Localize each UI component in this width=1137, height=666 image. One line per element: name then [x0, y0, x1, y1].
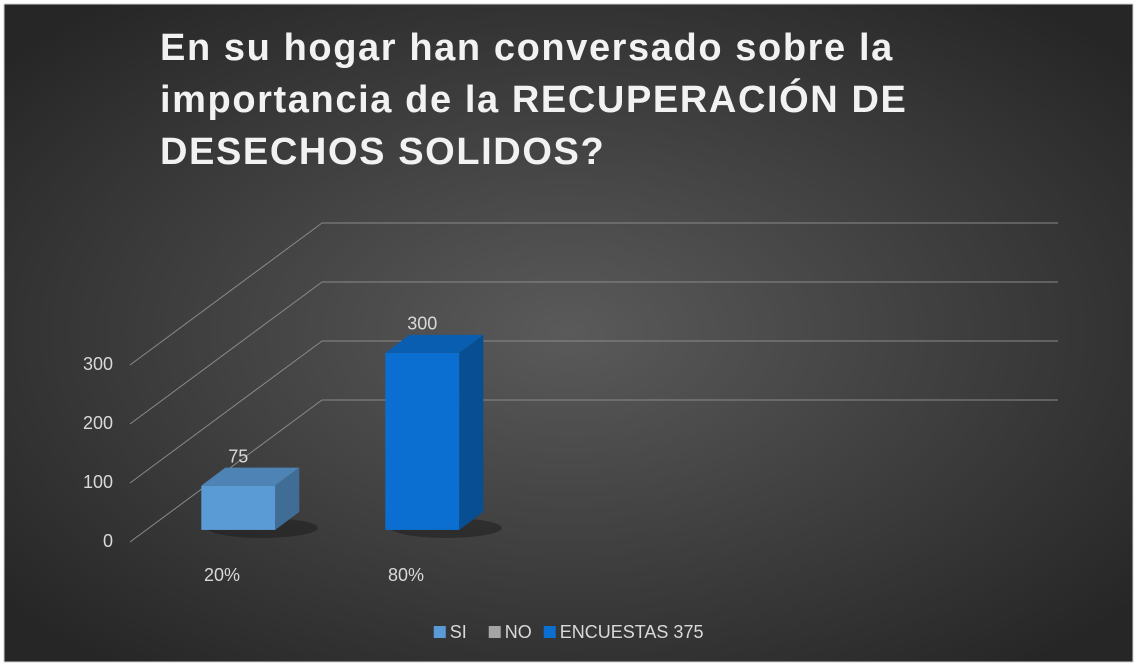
- data-label: 300: [407, 314, 437, 334]
- bar-top: [385, 334, 484, 353]
- legend-swatch: [488, 626, 501, 638]
- legend-label: ENCUESTAS 375: [560, 622, 704, 642]
- chart-title: En su hogar han conversado sobre la impo…: [160, 27, 908, 173]
- grid-line: [129, 340, 323, 484]
- y-tick-label: 200: [83, 413, 113, 433]
- data-label: 75: [228, 446, 248, 466]
- legend-swatch: [433, 626, 446, 638]
- grid-line: [129, 222, 323, 366]
- y-tick-label: 0: [103, 531, 113, 551]
- bar-top: [201, 467, 300, 486]
- legend-label: NO: [505, 622, 532, 642]
- bar-side: [275, 467, 300, 530]
- chart-background: [3, 3, 1134, 663]
- bar-side: [459, 334, 484, 530]
- y-tick-label: 300: [83, 354, 113, 374]
- x-tick-label: 80%: [388, 565, 424, 585]
- bar: [201, 485, 276, 530]
- grid-line: [129, 281, 323, 425]
- legend-label: SI: [450, 622, 467, 642]
- legend-swatch: [543, 626, 556, 638]
- bar: [385, 352, 460, 530]
- x-tick-label: 20%: [204, 565, 240, 585]
- y-tick-label: 100: [83, 472, 113, 492]
